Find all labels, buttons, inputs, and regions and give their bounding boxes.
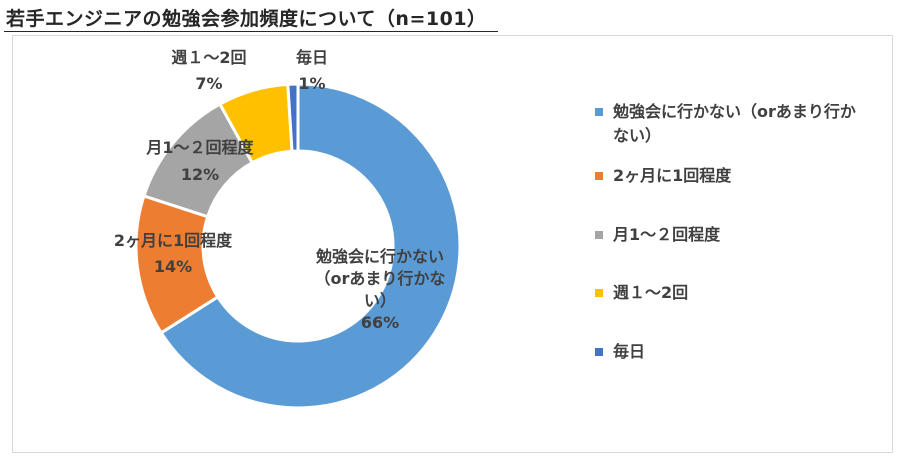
legend-swatch — [595, 348, 603, 356]
legend-label: 毎日 — [613, 342, 646, 361]
title-underline — [4, 31, 498, 32]
data-label-text: 毎日 — [296, 48, 328, 67]
data-label-text: い） — [364, 291, 396, 310]
data-label-text: 2ヶ月に1回程度 — [114, 231, 233, 250]
data-label-3: 週１～2回 7% — [171, 48, 246, 93]
legend-swatch — [595, 172, 603, 180]
chart-title: 若手エンジニアの勉強会参加頻度について（n=101） — [6, 8, 487, 30]
legend-swatch — [595, 289, 603, 297]
slice-4 — [286, 82, 300, 153]
data-label-percent: 1% — [298, 74, 325, 93]
legend-label: 2ヶ月に1回程度 — [613, 166, 732, 185]
data-label-text: 勉強会に行かない — [315, 247, 444, 266]
legend-item-1: 2ヶ月に1回程度 — [595, 164, 875, 188]
legend-item-4: 毎日 — [595, 340, 875, 364]
data-label-percent: 7% — [195, 74, 222, 93]
legend-swatch — [595, 231, 603, 239]
data-label-text: （orあまり行かな — [315, 269, 446, 288]
legend-swatch — [595, 108, 603, 116]
legend-label: 勉強会に行かない（orあまり行か ない） — [613, 102, 856, 145]
legend-label: 週１～2回 — [613, 283, 689, 302]
data-label-2: 月1～２回程度 12% — [145, 138, 254, 184]
data-label-percent: 66% — [361, 313, 399, 332]
legend-item-0: 勉強会に行かない（orあまり行か ない） — [595, 100, 875, 148]
data-label-4: 毎日 1% — [296, 48, 328, 93]
data-label-percent: 12% — [181, 165, 219, 184]
data-label-text: 月1～２回程度 — [145, 138, 254, 157]
slice-0 — [159, 82, 462, 410]
data-label-1: 2ヶ月に1回程度 14% — [114, 231, 233, 276]
legend-item-3: 週１～2回 — [595, 281, 875, 305]
legend-label: 月1～２回程度 — [613, 225, 721, 244]
legend-item-2: 月1～２回程度 — [595, 223, 875, 247]
chart-frame — [12, 35, 893, 453]
data-label-text: 週１～2回 — [171, 48, 246, 67]
data-label-percent: 14% — [154, 257, 192, 276]
